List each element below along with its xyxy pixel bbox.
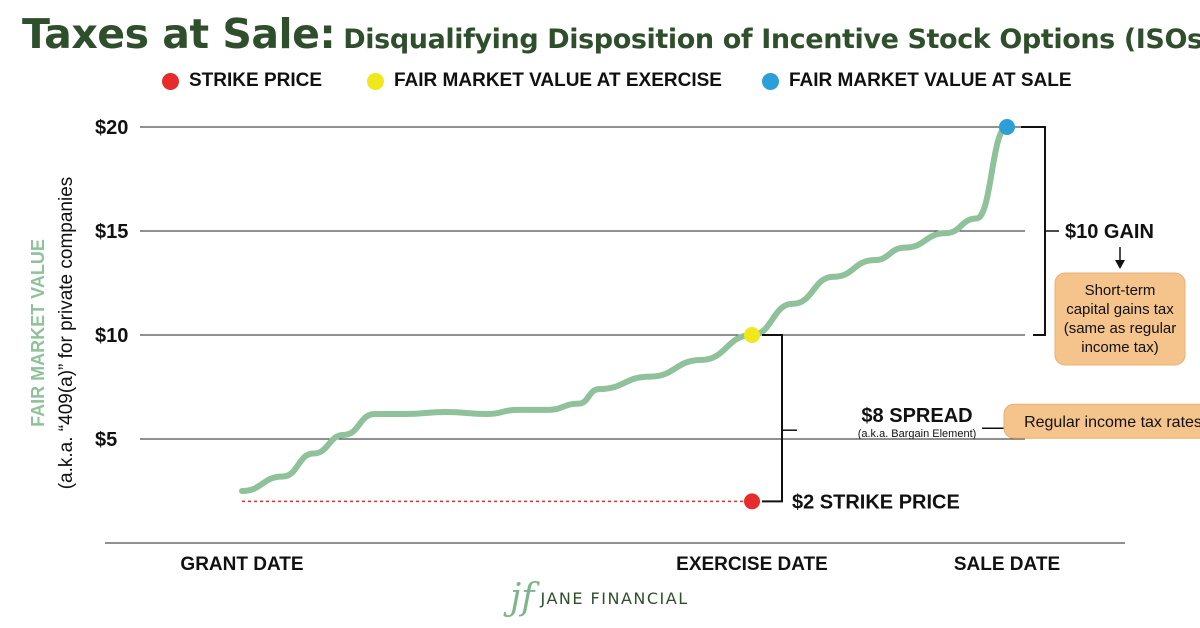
annotation-layer: $8 SPREAD(a.k.a. Bargain Element) Regular… <box>242 126 1200 513</box>
x-axis-label: EXERCISE DATE <box>676 554 828 575</box>
gain-tax-line: income tax) <box>1081 339 1159 356</box>
fmv-series-line <box>239 124 1010 494</box>
x-axis-label: GRANT DATE <box>180 554 303 575</box>
spread-label: $8 SPREAD <box>861 405 972 427</box>
chart-title: Taxes at Sale: Disqualifying Disposition … <box>22 10 1200 58</box>
x-axis-labels: GRANT DATE EXERCISE DATE SALE DATE <box>180 554 1060 575</box>
legend-dot-yellow-icon <box>367 72 384 90</box>
gain-tax-line: Short-term <box>1085 282 1156 299</box>
logo-text: JANE FINANCIAL <box>540 588 689 608</box>
legend-item-strike-price: STRIKE PRICE <box>162 70 322 92</box>
spread-tax-box <box>1003 403 1200 439</box>
strike-price-label: $2 STRIKE PRICE <box>792 491 960 513</box>
legend-item-fmv-sale: FAIR MARKET VALUE AT SALE <box>762 70 1072 92</box>
y-axis-label: FAIR MARKET VALUE (a.k.a. “409(a)” for pr… <box>28 177 77 490</box>
y-tick-label: $15 <box>95 221 128 243</box>
y-tick-label: $20 <box>95 117 128 139</box>
spread-tax-label: Regular income tax rates <box>1024 414 1200 431</box>
title-sub: Disqualifying Disposition of Incentive S… <box>343 24 1200 55</box>
logo-mark-icon: jf <box>510 577 535 618</box>
gain-label: $10 GAIN <box>1065 221 1154 243</box>
y-axis-label-group: FAIR MARKET VALUE (a.k.a. “409(a)” for pr… <box>28 177 77 490</box>
y-axis-label-main: FAIR MARKET VALUE <box>28 239 48 427</box>
marker-layer <box>744 119 1015 510</box>
brand-logo: jf JANE FINANCIAL <box>510 580 689 616</box>
gain-tax-box <box>1054 272 1186 366</box>
y-axis-label-sub: (a.k.a. “409(a)” for private companies <box>56 177 77 490</box>
gain-tax-line: (same as regular <box>1064 320 1177 337</box>
legend-item-fmv-exercise: FAIR MARKET VALUE AT EXERCISE <box>367 70 722 92</box>
legend-label: FAIR MARKET VALUE AT EXERCISE <box>394 70 722 91</box>
strike-price-marker <box>744 493 760 510</box>
y-tick-label: $10 <box>95 325 128 347</box>
legend-label: STRIKE PRICE <box>189 70 323 91</box>
legend-dot-blue-icon <box>762 72 779 90</box>
gain-arrow-icon <box>1115 260 1125 269</box>
x-axis-label: SALE DATE <box>954 554 1060 575</box>
fmv-at-exercise-marker <box>744 327 760 343</box>
spread-bracket <box>762 334 783 503</box>
title-main: Taxes at Sale: <box>22 10 336 58</box>
grid-layer: $5 $10 $15 $20 <box>95 117 1125 544</box>
y-tick-label: $5 <box>95 429 117 451</box>
legend: STRIKE PRICE FAIR MARKET VALUE AT EXERCI… <box>0 70 1200 96</box>
series-layer <box>239 124 1010 494</box>
gain-tax-line: capital gains tax <box>1066 301 1174 318</box>
legend-dot-red-icon <box>162 72 179 90</box>
spread-sublabel: (a.k.a. Bargain Element) <box>858 428 977 440</box>
legend-label: FAIR MARKET VALUE AT SALE <box>789 70 1072 91</box>
fmv-at-sale-marker <box>999 119 1015 135</box>
